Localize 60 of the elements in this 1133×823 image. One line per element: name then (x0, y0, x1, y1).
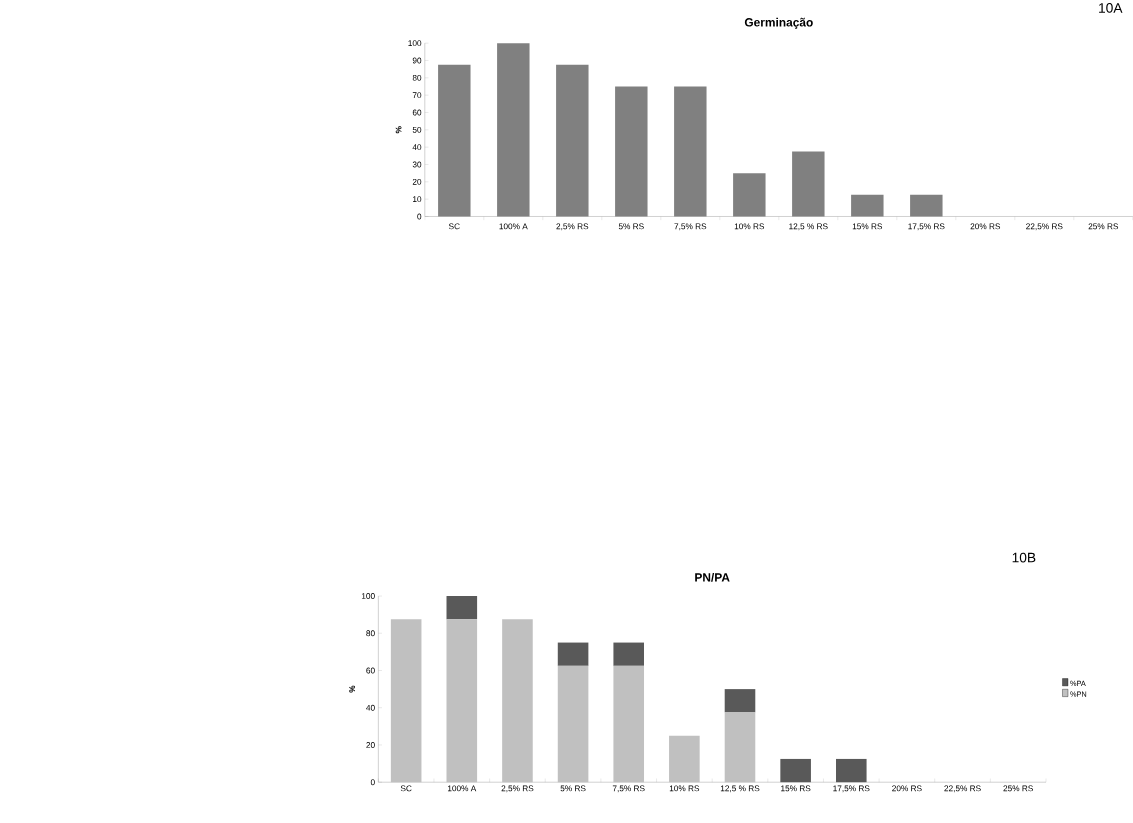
x-tick-label: SC (448, 223, 460, 230)
x-tick-label: 5% RS (560, 785, 586, 792)
text: 10A (1099, 2, 1123, 13)
bar (446, 619, 478, 783)
bar (669, 735, 700, 783)
bar (390, 619, 422, 783)
x-tick-label: 100% A (499, 223, 528, 230)
y-tick-label: 40 (412, 144, 422, 150)
y-tick-label: 50 (412, 126, 422, 133)
x-tick-label: 15% RS (781, 785, 811, 792)
x-tick-label: 17,5% RS (908, 223, 945, 231)
x-tick-label: 20% RS (892, 785, 922, 792)
x-tick-label: 20% RS (970, 223, 1001, 230)
y-tick-label: 80 (366, 630, 375, 637)
bar (502, 619, 533, 783)
bar (780, 758, 811, 783)
y-tick-label: 80 (412, 74, 422, 81)
bar (613, 642, 645, 666)
y-tick-label: 0 (370, 779, 375, 786)
y-axis-title: % (349, 685, 356, 693)
y-tick-label: 70 (412, 92, 422, 98)
x-tick-label: 12,5 % RS (789, 223, 828, 231)
y-tick-label: 20 (366, 741, 375, 748)
bar (446, 595, 478, 620)
chart-title: Germinação (744, 17, 813, 29)
y-tick-label: 90 (412, 57, 422, 64)
bar (557, 642, 589, 666)
x-tick-label: 5% RS (618, 223, 644, 230)
bar (557, 665, 589, 783)
y-tick-label: 0 (417, 213, 422, 220)
y-tick-label: 60 (366, 667, 375, 674)
x-tick-label: 25% RS (1088, 223, 1119, 230)
x-tick-label: 10% RS (734, 223, 765, 230)
text: 10B (1012, 552, 1036, 563)
y-axis-title: % (395, 126, 402, 134)
bar (613, 665, 645, 783)
y-tick-label: 40 (366, 704, 375, 711)
x-tick-label: 2,5% RS (556, 223, 589, 231)
x-tick-label: SC (400, 785, 412, 792)
bar (724, 689, 756, 713)
y-tick-label: 30 (412, 161, 422, 168)
x-tick-label: 100% A (447, 785, 477, 792)
x-tick-label: 22,5% RS (1026, 223, 1063, 231)
bar (724, 712, 756, 783)
x-tick-label: 2,5% RS (501, 785, 534, 793)
x-tick-label: 7,5% RS (674, 223, 707, 231)
x-tick-label: 7,5% RS (612, 785, 645, 793)
x-tick-label: 12,5 % RS (720, 785, 760, 793)
bar (835, 758, 867, 783)
x-tick-label: 15% RS (852, 223, 883, 230)
y-tick-label: 100 (361, 593, 375, 599)
y-tick-label: 10 (413, 196, 422, 202)
y-tick-label: 100 (408, 40, 422, 46)
x-tick-label: 10% RS (669, 785, 700, 792)
x-tick-label: 17,5% RS (833, 785, 870, 793)
y-tick-label: 60 (412, 109, 422, 116)
x-tick-label: 22,5% RS (944, 785, 981, 793)
y-tick-label: 20 (412, 178, 422, 185)
x-tick-label: 25% RS (1003, 785, 1033, 792)
chart-title: PN/PA (695, 572, 730, 582)
